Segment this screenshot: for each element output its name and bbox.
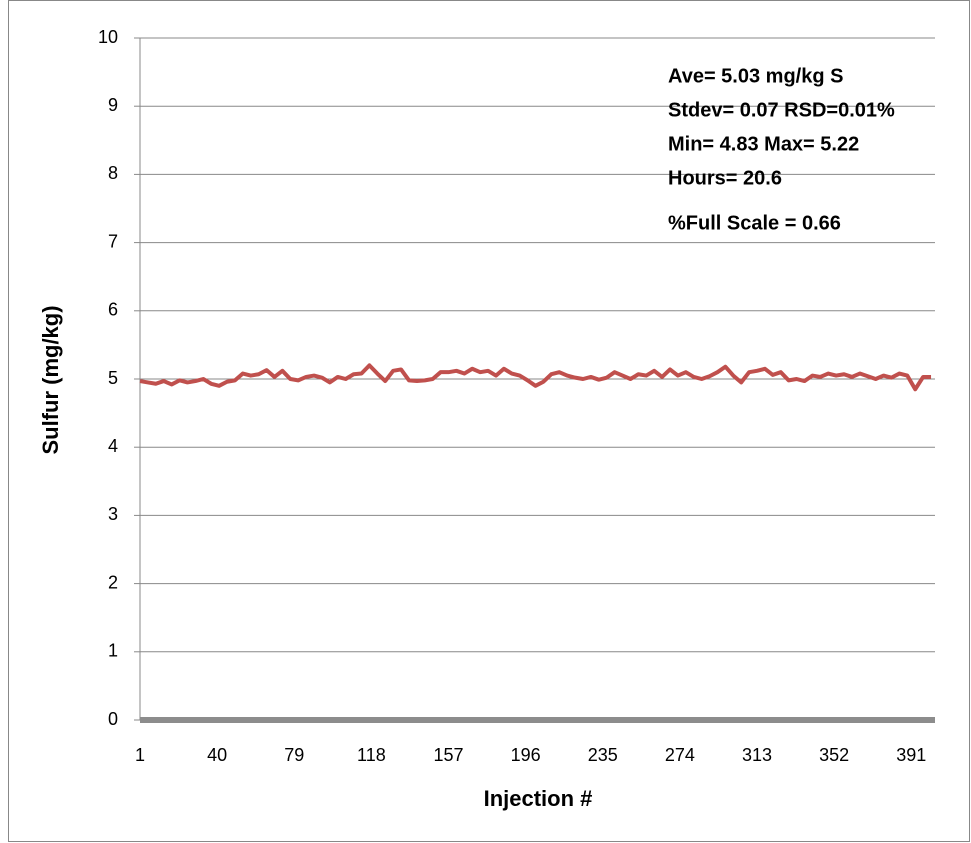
x-tick-label: 40 (207, 745, 227, 765)
annotation: Min= 4.83 Max= 5.22 (668, 133, 859, 155)
x-tick-label: 274 (665, 745, 695, 765)
annotation: Hours= 20.6 (668, 167, 782, 189)
x-tick-label: 79 (284, 745, 304, 765)
x-tick-label: 391 (896, 745, 926, 765)
x-tick-label: 352 (819, 745, 849, 765)
y-tick-label: 0 (108, 709, 118, 729)
x-axis-label: Injection # (484, 786, 593, 811)
y-axis-label: Sulfur (mg/kg) (38, 305, 63, 454)
y-tick-label: 10 (98, 27, 118, 47)
annotation: Ave= 5.03 mg/kg S (668, 65, 843, 87)
x-tick-label: 196 (511, 745, 541, 765)
x-tick-label: 313 (742, 745, 772, 765)
annotation: Stdev= 0.07 RSD=0.01% (668, 99, 895, 121)
y-tick-label: 9 (108, 95, 118, 115)
y-tick-label: 8 (108, 163, 118, 183)
y-tick-label: 3 (108, 504, 118, 524)
x-tick-label: 118 (357, 745, 386, 765)
x-tick-label: 157 (433, 745, 463, 765)
y-tick-label: 7 (108, 231, 118, 251)
x-tick-label: 1 (135, 745, 145, 765)
y-tick-label: 2 (108, 572, 118, 592)
y-tick-label: 4 (108, 436, 118, 456)
y-tick-label: 1 (108, 641, 118, 661)
data-line (139, 363, 932, 392)
chart-border (8, 0, 970, 842)
y-tick-label: 5 (108, 368, 118, 388)
x-tick-label: 235 (588, 745, 618, 765)
y-tick-label: 6 (108, 300, 118, 320)
annotation: %Full Scale = 0.66 (668, 212, 841, 234)
